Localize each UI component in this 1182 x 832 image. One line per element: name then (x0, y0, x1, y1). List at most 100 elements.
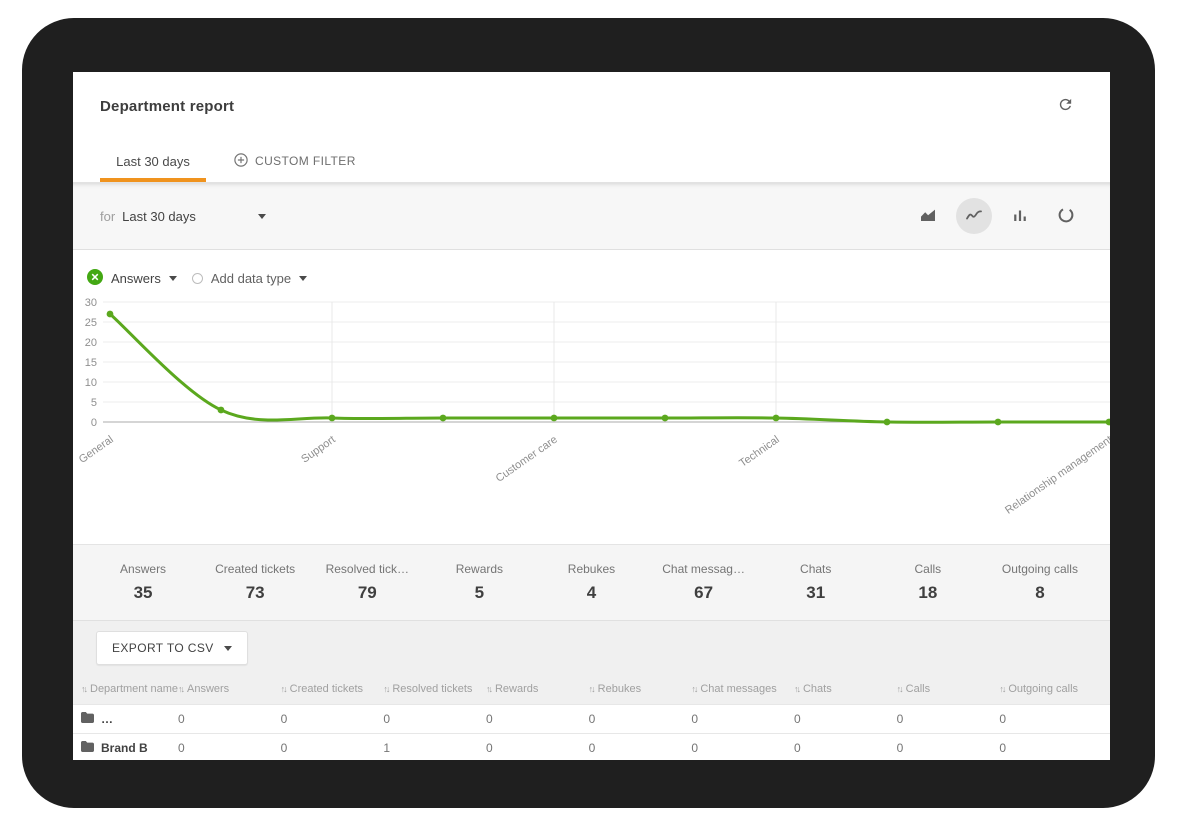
stat-value: 73 (245, 583, 265, 602)
stat-label: Outgoing calls (1001, 562, 1078, 576)
area-chart-button[interactable] (910, 198, 946, 234)
column-header-label: Answers (187, 683, 230, 695)
chart-type-toolbar (910, 198, 1084, 234)
column-header-rebukes[interactable]: ↑↓ Rebukes (589, 683, 692, 695)
table-cell: 0 (896, 712, 904, 726)
card-header: Department report (73, 72, 1110, 140)
line-chart-button[interactable] (956, 198, 992, 234)
filter-bar: for Last 30 days (73, 183, 1110, 250)
chevron-down-icon (168, 276, 177, 281)
date-range-select[interactable]: for Last 30 days (100, 209, 266, 224)
series-answers-select[interactable]: Answers (87, 269, 177, 288)
stat-label: Rebukes (567, 562, 616, 576)
export-row: EXPORT TO CSV (73, 621, 1110, 674)
bar-chart-button[interactable] (1002, 198, 1038, 234)
svg-text:Support: Support (299, 434, 337, 466)
svg-text:General: General (77, 434, 116, 466)
column-header-department-name[interactable]: ↑↓ Department name (81, 683, 178, 695)
column-header-resolved-tickets[interactable]: ↑↓ Resolved tickets (383, 683, 486, 695)
page-title: Department report (100, 97, 235, 115)
column-header-rewards[interactable]: ↑↓ Rewards (486, 683, 589, 695)
stat-calls: Calls 18 (872, 562, 984, 603)
column-header-calls[interactable]: ↑↓ Calls (897, 683, 1000, 695)
svg-text:15: 15 (85, 357, 97, 369)
summary-stats-bar: Answers 35 Created tickets 73 Resolved tick…… (73, 544, 1110, 620)
answers-line-chart: 0 5 10 15 20 25 30 General Support Customer care T… (77, 297, 1110, 517)
folder-icon (81, 740, 94, 755)
department-name-cell: Brand B (81, 740, 178, 755)
export-csv-label: EXPORT TO CSV (112, 641, 214, 655)
column-header-label: Rewards (494, 683, 539, 695)
table-cell: 0 (178, 740, 185, 755)
table-cell: 0 (588, 740, 596, 755)
stat-label: Answers (120, 562, 167, 576)
stat-answers: Answers 35 (87, 562, 199, 603)
column-header-chats[interactable]: ↑↓ Chats (794, 683, 897, 695)
svg-text:Customer care: Customer care (494, 434, 560, 485)
stat-value: 8 (1035, 583, 1045, 602)
table-row-item[interactable]: … 0 0 0 0 0 0 0 0 0 (73, 704, 1110, 733)
chevron-down-icon (257, 213, 266, 219)
column-header-chat-messages[interactable]: ↑↓ Chat messages (691, 683, 794, 695)
add-data-type-select[interactable]: Add data type (191, 271, 308, 286)
department-name: Brand B (101, 740, 148, 755)
svg-text:10: 10 (85, 377, 97, 389)
column-header-created-tickets[interactable]: ↑↓ Created tickets (281, 683, 384, 695)
stat-chat-messag: Chat messag… 67 (648, 562, 760, 603)
table-cell: 0 (485, 712, 493, 726)
column-header-label: Created tickets (289, 683, 364, 695)
department-name: … (101, 712, 113, 726)
stat-label: Rewards (455, 562, 504, 576)
chevron-down-icon (299, 276, 308, 281)
stat-outgoing-calls: Outgoing calls 8 (984, 562, 1096, 603)
table-cell: 0 (793, 740, 801, 755)
table-cell: 0 (896, 740, 904, 755)
remove-series-icon[interactable] (87, 269, 103, 288)
sort-icon: ↑↓ (999, 683, 1006, 694)
sort-icon: ↑↓ (178, 683, 185, 694)
sort-icon: ↑↓ (691, 683, 698, 694)
svg-text:25: 25 (85, 317, 97, 329)
table-cell: 0 (280, 712, 288, 726)
bar-chart-icon (1013, 208, 1027, 225)
refresh-circle-icon (1057, 206, 1075, 227)
folder-icon (81, 712, 94, 726)
column-header-answers[interactable]: ↑↓ Answers (178, 683, 281, 695)
stat-chats: Chats 31 (760, 562, 872, 603)
refresh-circle-button[interactable] (1048, 198, 1084, 234)
stat-label: Chat messag… (662, 562, 745, 576)
stat-value: 79 (357, 583, 377, 602)
table-cell: 0 (280, 740, 288, 755)
radio-circle-icon (191, 273, 203, 284)
filter-prefix-label: for (100, 208, 116, 224)
svg-text:5: 5 (91, 397, 97, 409)
refresh-icon (1057, 96, 1074, 116)
tab-label: Last 30 days (116, 153, 190, 169)
table-header-row: ↑↓ Department name ↑↓ Answers ↑↓ Created tick… (73, 674, 1110, 704)
table-cell: 0 (691, 712, 699, 726)
export-csv-button[interactable]: EXPORT TO CSV (96, 631, 248, 665)
table-row-brand-b[interactable]: Brand B 0 0 1 0 0 0 0 0 0 (73, 733, 1110, 760)
column-header-label: Department name (90, 683, 178, 695)
sort-icon: ↑↓ (81, 683, 88, 694)
stat-value: 4 (586, 583, 597, 602)
column-header-label: Chat messages (700, 683, 777, 695)
sort-icon: ↑↓ (588, 683, 596, 694)
table-cell: 0 (178, 712, 185, 726)
tab-custom-filter[interactable]: CUSTOM FILTER (224, 140, 366, 182)
column-header-outgoing-calls[interactable]: ↑↓ Outgoing calls (999, 683, 1102, 695)
table-cell: 0 (588, 712, 596, 726)
series-label: Answers (111, 271, 161, 286)
stat-value: 35 (133, 583, 153, 602)
tab-label: CUSTOM FILTER (255, 154, 356, 168)
stat-value: 18 (918, 583, 938, 602)
stat-resolved-tick: Resolved tick… 79 (311, 562, 423, 603)
refresh-button[interactable] (1053, 92, 1078, 120)
tab-last-30-days[interactable]: Last 30 days (100, 140, 206, 182)
area-chart-icon (920, 208, 936, 225)
stat-rewards: Rewards 5 (423, 562, 535, 603)
sort-icon: ↑↓ (793, 683, 801, 694)
column-header-label: Outgoing calls (1008, 683, 1079, 695)
sort-icon: ↑↓ (383, 683, 390, 694)
svg-text:Technical: Technical (737, 434, 781, 470)
